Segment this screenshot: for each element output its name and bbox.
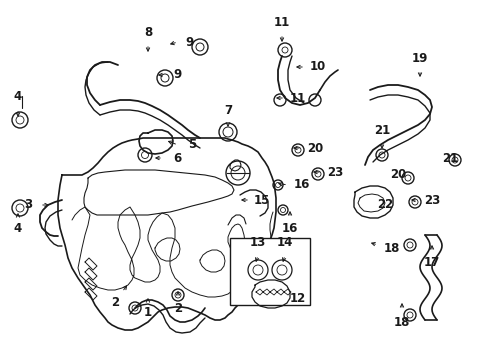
Text: 3: 3 — [24, 198, 32, 211]
Text: 11: 11 — [273, 15, 289, 28]
Text: 1: 1 — [143, 306, 152, 320]
Text: 23: 23 — [326, 166, 343, 179]
Text: 7: 7 — [224, 104, 232, 117]
Text: 11: 11 — [289, 91, 305, 104]
Text: 23: 23 — [423, 194, 439, 207]
Text: 20: 20 — [389, 168, 406, 181]
Text: 8: 8 — [143, 26, 152, 39]
Text: 4: 4 — [14, 90, 22, 104]
Text: 18: 18 — [393, 315, 409, 328]
Text: 14: 14 — [276, 235, 293, 248]
Text: 17: 17 — [423, 256, 439, 269]
Text: 9: 9 — [174, 68, 182, 81]
Text: 16: 16 — [293, 179, 309, 192]
Text: 12: 12 — [289, 292, 305, 305]
Text: 15: 15 — [253, 194, 270, 207]
Text: 22: 22 — [376, 198, 392, 211]
Text: 13: 13 — [249, 235, 265, 248]
Bar — [229, 238, 309, 305]
Text: 20: 20 — [306, 141, 323, 154]
Text: 6: 6 — [173, 152, 181, 165]
Text: 21: 21 — [441, 152, 457, 165]
Text: 19: 19 — [411, 51, 427, 64]
Text: 2: 2 — [174, 302, 182, 315]
Text: 21: 21 — [373, 123, 389, 136]
Text: 18: 18 — [383, 242, 399, 255]
Text: 10: 10 — [309, 60, 325, 73]
Text: 4: 4 — [14, 221, 22, 234]
Text: 9: 9 — [185, 36, 194, 49]
Text: 16: 16 — [281, 221, 298, 234]
Text: 5: 5 — [187, 139, 196, 152]
Text: 2: 2 — [111, 296, 119, 309]
